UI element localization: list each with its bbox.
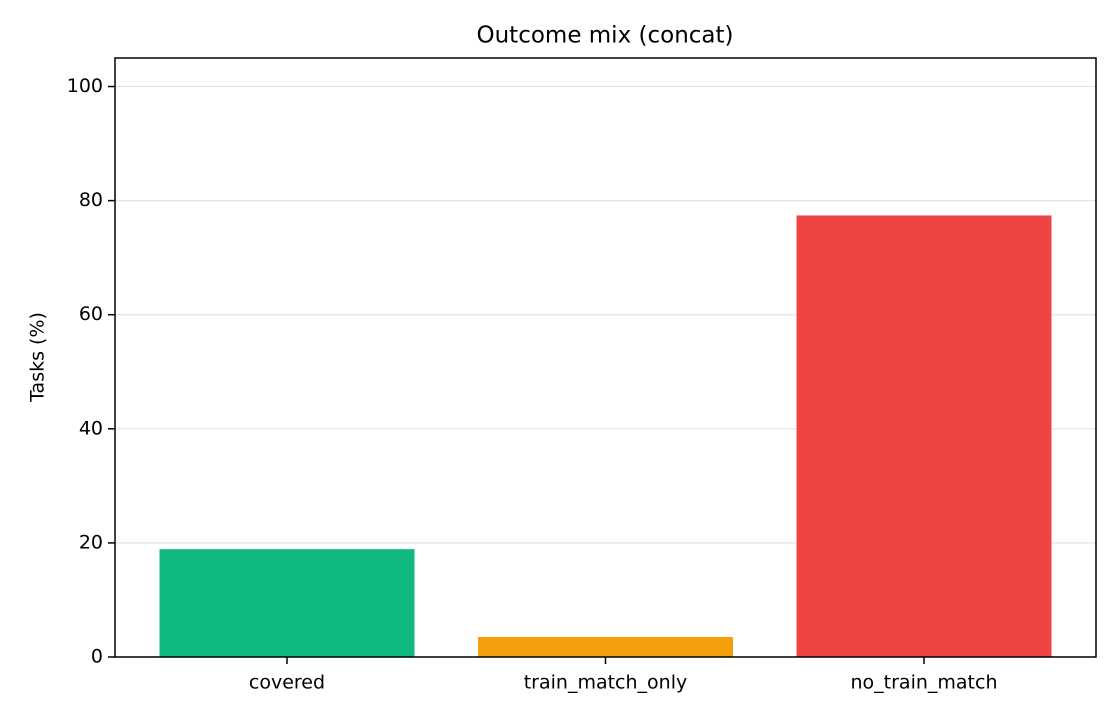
y-tick-label: 80 [79, 189, 103, 211]
ticks: 0 20 40 60 80 100 covered train_match_only no_tr… [67, 75, 998, 693]
bars [159, 215, 1052, 658]
y-tick-label: 0 [91, 646, 103, 668]
chart-title: Outcome mix (concat) [477, 23, 734, 49]
y-tick-label: 100 [67, 75, 103, 97]
x-tick-label: no_train_match [851, 672, 998, 694]
bar [478, 637, 733, 657]
y-axis-label: Tasks (%) [27, 312, 49, 403]
bar [796, 215, 1052, 658]
x-tick-label: train_match_only [524, 672, 688, 694]
y-tick-label: 20 [79, 531, 103, 553]
y-tick-label: 60 [79, 303, 103, 325]
bar [159, 549, 415, 657]
x-tick-label: covered [249, 672, 325, 694]
y-tick-label: 40 [79, 417, 103, 439]
